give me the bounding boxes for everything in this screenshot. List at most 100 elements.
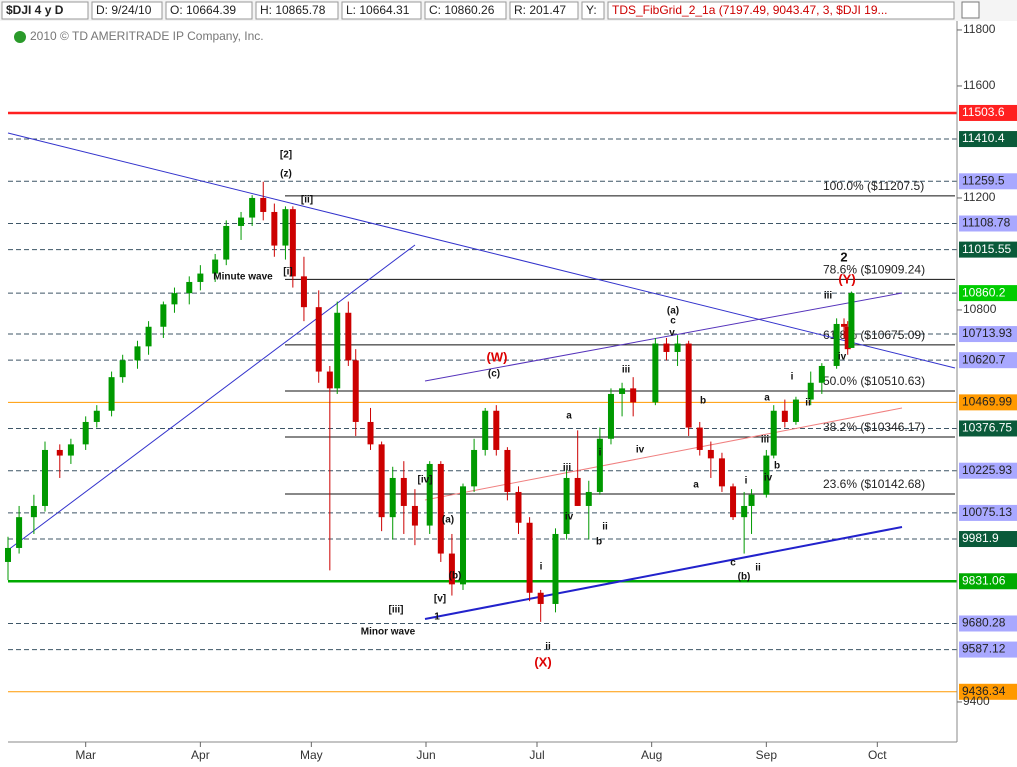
info-label: L: 10664.31	[346, 3, 410, 17]
level-tag	[959, 241, 1017, 258]
level-label: 10620.7	[962, 352, 1006, 366]
wave-label: c	[730, 558, 736, 569]
level-label: 9680.28	[962, 616, 1006, 630]
candle-body	[763, 455, 770, 495]
candle-body	[526, 522, 533, 593]
candle-body	[471, 449, 478, 487]
candle-body	[334, 312, 341, 389]
candle-body	[504, 449, 511, 492]
info-label: D: 9/24/10	[96, 3, 152, 17]
level-label: 10075.13	[962, 505, 1012, 519]
candle-body	[585, 491, 592, 506]
candle-body	[271, 211, 278, 246]
candle-body	[212, 259, 219, 274]
level-label: 10713.93	[962, 326, 1012, 340]
header-box	[1, 1, 89, 20]
level-tag	[959, 573, 1017, 590]
header-box	[165, 1, 253, 20]
fib-label: 78.6% ($10909.24)	[823, 263, 925, 277]
candle-body	[5, 547, 11, 562]
y-tick-label: 9400	[963, 694, 990, 708]
wave-label: Minute wave	[213, 272, 273, 283]
candle-body	[818, 365, 825, 383]
x-tick-label: Mar	[75, 748, 96, 762]
candle-body	[685, 343, 692, 428]
wave-label: iv	[764, 473, 773, 484]
header-box	[581, 1, 605, 20]
candle-body	[352, 360, 359, 422]
level-label: 10225.93	[962, 463, 1012, 477]
x-tick-label: Aug	[641, 748, 662, 762]
wave-label: iv	[565, 512, 574, 523]
wave-label: [iii]	[389, 605, 404, 616]
icon-button[interactable]	[961, 1, 980, 19]
level-tag	[959, 462, 1017, 479]
trend-line	[7, 244, 416, 551]
x-tick-label: May	[300, 748, 323, 762]
fib-label: 100.0% ($11207.5)	[823, 179, 924, 193]
candle-body	[345, 312, 352, 361]
wave-label: a	[693, 480, 699, 491]
y-tick-label: 11200	[963, 190, 996, 204]
wave-label: (a)	[667, 306, 679, 317]
candle-body	[844, 326, 851, 350]
level-tag	[959, 104, 1017, 121]
candles-layer	[5, 181, 855, 622]
candle-body	[841, 323, 848, 327]
wave-label: a	[764, 393, 770, 404]
info-label: Y:	[586, 3, 597, 17]
candle-body	[482, 410, 489, 450]
candle-body	[696, 427, 703, 450]
level-label: 11503.6	[962, 105, 1005, 119]
wave-label: i	[599, 448, 602, 459]
candle-body	[663, 343, 670, 352]
candle-body	[119, 360, 126, 378]
level-label: 11259.5	[962, 173, 1005, 187]
trend-line	[7, 132, 956, 369]
candle-body	[707, 449, 714, 459]
candle-body	[493, 410, 500, 450]
header-box	[424, 1, 507, 20]
x-tick-label: Jul	[529, 748, 544, 762]
wave-label: 2	[840, 249, 847, 264]
candle-body	[145, 326, 152, 347]
candle-body	[630, 388, 637, 403]
candle-body	[792, 399, 799, 422]
candle-body	[56, 449, 63, 456]
candle-body	[596, 438, 603, 492]
candle-body	[607, 393, 614, 439]
candle-body	[741, 505, 748, 518]
fib-label: 38.2% ($10346.17)	[823, 420, 925, 434]
candle-body	[67, 444, 74, 456]
wave-label: b	[700, 396, 706, 407]
wave-label: (Y)	[838, 271, 855, 286]
trend-line	[424, 526, 903, 620]
info-label: C: 10860.26	[429, 3, 495, 17]
info-label: O: 10664.39	[170, 3, 236, 17]
wave-label: iii	[761, 435, 770, 446]
wave-label: ii	[602, 522, 608, 533]
logo-icon	[14, 31, 26, 43]
wave-label: (b)	[738, 572, 751, 583]
wave-label: (b)	[449, 571, 462, 582]
info-label: R: 201.47	[514, 3, 566, 17]
candle-body	[197, 273, 204, 282]
wave-label: ii	[805, 398, 811, 409]
candle-body	[289, 209, 296, 277]
candle-body	[30, 505, 37, 518]
wave-label: ii	[545, 642, 551, 653]
wave-label: iii	[622, 365, 631, 376]
annotations-layer: [2](z)[ii][i]Minute wave(W)(c)(a)cviiiiv…	[213, 150, 855, 670]
header-box	[255, 1, 339, 20]
level-tag	[959, 352, 1017, 369]
candle-body	[574, 477, 581, 506]
candle-body	[223, 225, 230, 260]
levels-layer: 100.0% ($11207.5)78.6% ($10909.24)61.8% …	[8, 111, 957, 693]
candle-body	[848, 293, 855, 348]
level-tag	[959, 531, 1017, 548]
candle-body	[619, 388, 626, 394]
candle-body	[171, 293, 178, 305]
level-label: 9436.34	[962, 684, 1006, 698]
level-tag	[959, 420, 1017, 437]
x-tick-label: Apr	[191, 748, 210, 762]
